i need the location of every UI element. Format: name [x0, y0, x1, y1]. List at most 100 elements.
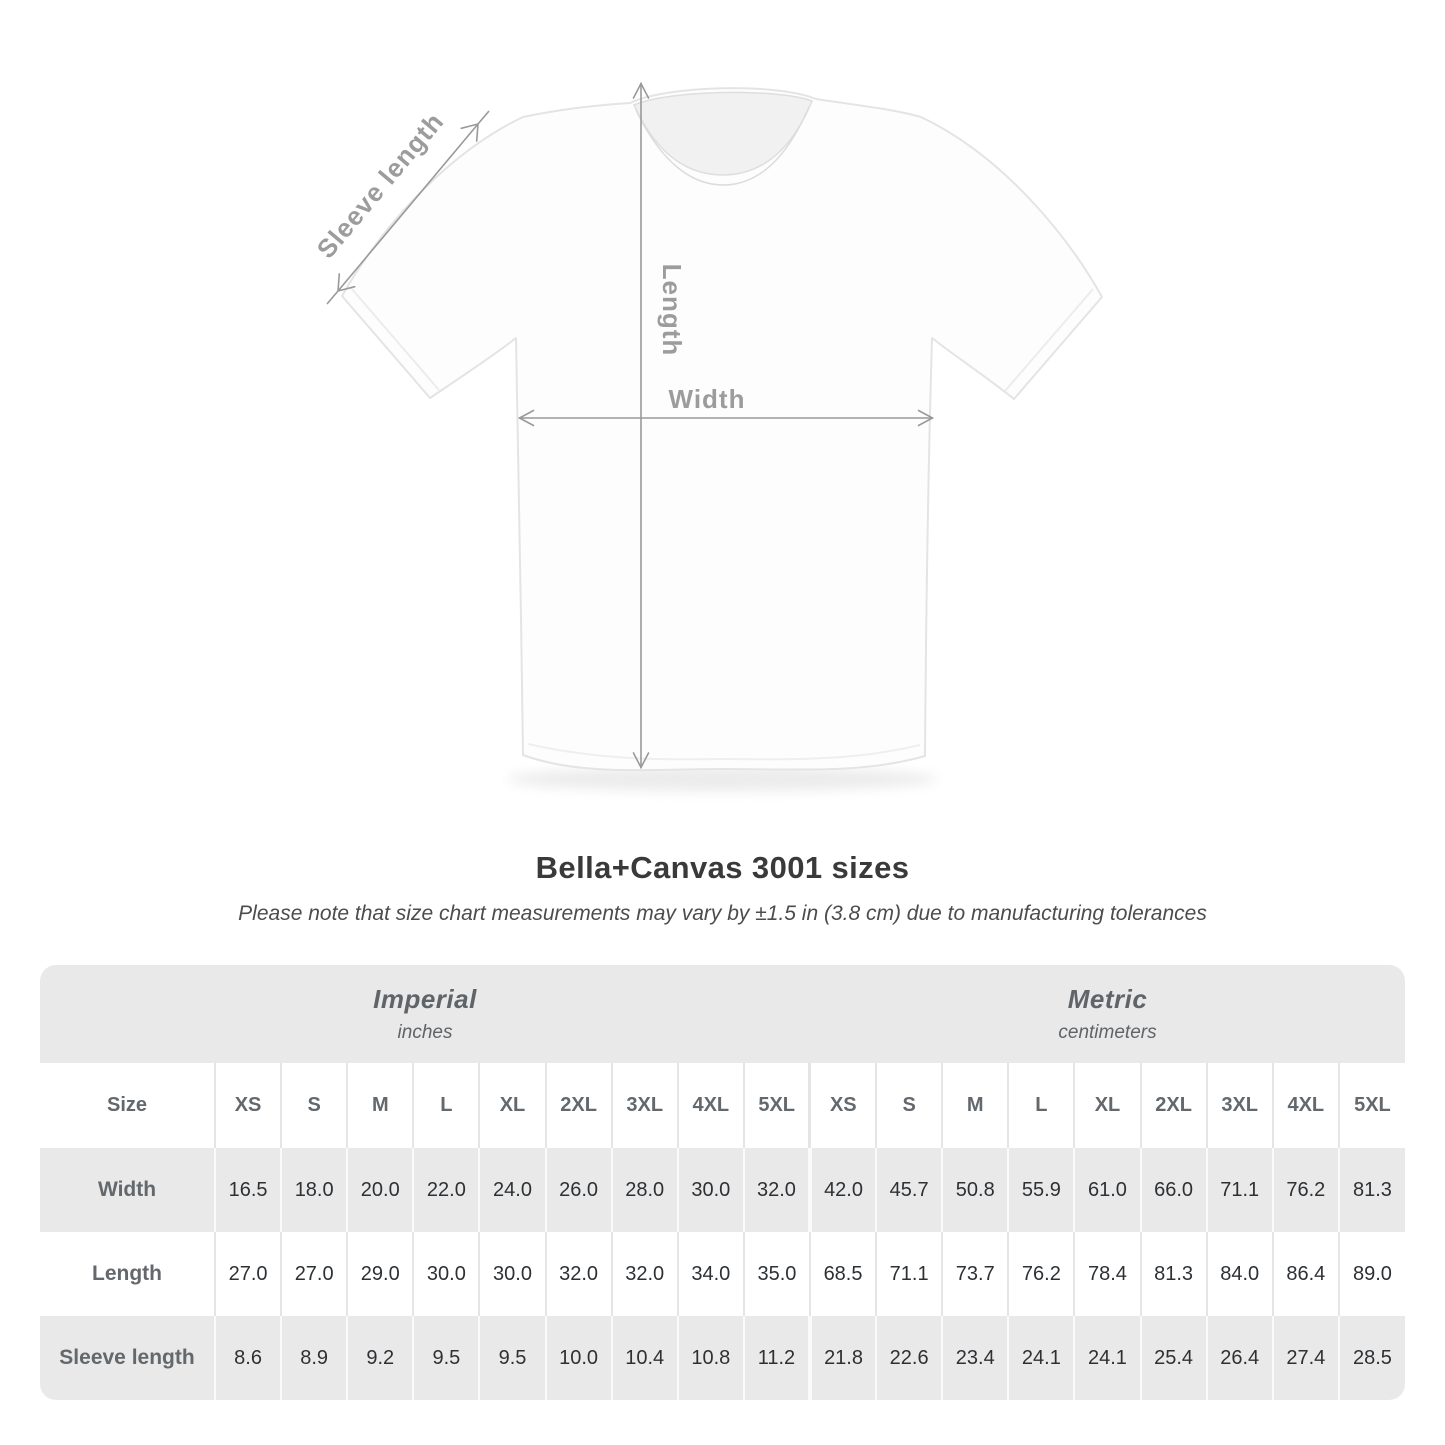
size-chart-table: Imperial inches Metric centimeters Size … [40, 965, 1405, 1400]
size-header-imperial-4xl: 4XL [676, 1063, 744, 1148]
size-header-imperial-l: L [412, 1063, 480, 1148]
value-cell: 71.1 [1205, 1148, 1273, 1232]
value-cell: 9.5 [478, 1316, 546, 1400]
value-cell: 29.0 [346, 1232, 414, 1316]
value-cell: 24.1 [1073, 1316, 1141, 1400]
measurements-body: Width 16.5 18.0 20.0 22.0 24.0 26.0 28.0 30.0 32.… [40, 1148, 1405, 1400]
value-cell: 11.2 [742, 1316, 810, 1400]
value-cell: 55.9 [1007, 1148, 1075, 1232]
metric-heading: Metric [1067, 984, 1148, 1014]
row-label: Width [97, 1178, 157, 1201]
sleeve-arrow-extension-top [477, 110, 490, 125]
value-cell: 34.0 [676, 1232, 744, 1316]
unit-group-metric: Metric centimeters [809, 965, 1405, 1063]
value-cell: 10.8 [676, 1316, 744, 1400]
value-cell: 24.1 [1007, 1316, 1075, 1400]
value-cell: 20.0 [346, 1148, 414, 1232]
value-cell: 35.0 [742, 1232, 810, 1316]
value-cell: 81.3 [1337, 1148, 1405, 1232]
value-cell: 21.8 [807, 1316, 877, 1400]
page-title: Bella+Canvas 3001 sizes [535, 850, 910, 885]
value-cell: 45.7 [875, 1148, 943, 1232]
size-header-metric-2xl: 2XL [1139, 1063, 1207, 1148]
value-cell: 22.0 [412, 1148, 480, 1232]
imperial-heading: Imperial [373, 984, 477, 1014]
row-label: Length [92, 1262, 162, 1285]
value-cell: 84.0 [1205, 1232, 1273, 1316]
value-cell: 32.0 [742, 1148, 810, 1232]
length-arrowhead-top [632, 81, 650, 99]
value-cell: 9.2 [346, 1316, 414, 1400]
imperial-unit: inches [397, 1022, 453, 1043]
value-cell: 32.0 [610, 1232, 678, 1316]
value-cell: 22.6 [875, 1316, 943, 1400]
size-header-metric-xs: XS [808, 1063, 877, 1148]
size-header-imperial-xl: XL [478, 1063, 546, 1148]
size-header-metric-xl: XL [1073, 1063, 1141, 1148]
value-cell: 26.0 [544, 1148, 612, 1232]
collar-band-seam [635, 106, 810, 186]
value-cell: 30.0 [478, 1232, 546, 1316]
value-cell: 10.0 [544, 1316, 612, 1400]
right-cuff-seam [1004, 288, 1094, 392]
value-cell: 27.0 [213, 1232, 282, 1316]
value-cell: 76.2 [1007, 1232, 1075, 1316]
metric-unit: centimeters [1058, 1022, 1157, 1043]
shirt-shadow [507, 767, 937, 791]
value-cell: 30.0 [412, 1232, 480, 1316]
width-arrowhead-right [917, 409, 935, 427]
value-cell: 50.8 [941, 1148, 1009, 1232]
value-cell: 27.4 [1271, 1316, 1339, 1400]
sleeve-length-arrow [337, 123, 479, 292]
size-header-imperial-2xl: 2XL [544, 1063, 612, 1148]
value-cell: 73.7 [941, 1232, 1009, 1316]
width-arrowhead-left [517, 409, 535, 427]
size-header-metric-4xl: 4XL [1271, 1063, 1339, 1148]
dimension-arrows [326, 81, 935, 770]
value-cell: 78.4 [1073, 1232, 1141, 1316]
measurement-row-length: Length 27.0 27.0 29.0 30.0 30.0 32.0 32.0 34.0 35… [40, 1232, 1405, 1316]
width-label: Width [669, 384, 746, 414]
size-header-imperial-5xl: 5XL [742, 1063, 810, 1148]
value-cell: 16.5 [213, 1148, 282, 1232]
size-header-metric-5xl: 5XL [1337, 1063, 1405, 1148]
size-header-row: Size XS S M L XL 2XL 3XL 4XL 5XL XS S M L XL 2XL 3XL 4XL… [40, 1063, 1405, 1148]
size-header-metric-l: L [1007, 1063, 1075, 1148]
value-cell: 71.1 [875, 1232, 943, 1316]
value-cell: 66.0 [1139, 1148, 1207, 1232]
bottom-hem-seam [527, 743, 921, 761]
length-arrowhead-bottom [632, 752, 650, 770]
value-cell: 25.4 [1139, 1316, 1207, 1400]
size-header-metric-3xl: 3XL [1205, 1063, 1273, 1148]
size-header-imperial-3xl: 3XL [610, 1063, 678, 1148]
value-cell: 8.6 [213, 1316, 282, 1400]
value-cell: 81.3 [1139, 1232, 1207, 1316]
length-label: Length [657, 264, 687, 357]
size-header-metric-m: M [941, 1063, 1009, 1148]
value-cell: 42.0 [807, 1148, 877, 1232]
tshirt-measurement-diagram: Sleeve length Length Width [311, 81, 1103, 791]
tshirt-diagram-svg: Sleeve length Length Width [311, 81, 1103, 791]
size-column-heading: Size [106, 1094, 148, 1116]
value-cell: 68.5 [808, 1232, 877, 1316]
row-label: Sleeve length [59, 1346, 195, 1369]
size-header-metric-s: S [875, 1063, 943, 1148]
value-cell: 23.4 [941, 1316, 1009, 1400]
unit-band-row: Imperial inches Metric centimeters [40, 965, 1405, 1063]
value-cell: 8.9 [280, 1316, 348, 1400]
value-cell: 27.0 [280, 1232, 348, 1316]
size-header-imperial-m: M [346, 1063, 414, 1148]
tolerance-note: Please note that size chart measurements… [238, 902, 1207, 925]
value-cell: 9.5 [412, 1316, 480, 1400]
measurement-row-sleeve-length: Sleeve length 8.6 8.9 9.2 9.5 9.5 10.0 10.4 10.8… [40, 1316, 1405, 1400]
value-cell: 10.4 [610, 1316, 678, 1400]
neck-opening [633, 91, 813, 176]
measurement-row-width: Width 16.5 18.0 20.0 22.0 24.0 26.0 28.0 30.0 32.… [40, 1148, 1405, 1232]
tshirt-outline [341, 87, 1103, 772]
value-cell: 26.4 [1205, 1316, 1273, 1400]
value-cell: 28.0 [610, 1148, 678, 1232]
value-cell: 89.0 [1337, 1232, 1405, 1316]
sleeve-arrow-extension-bottom [326, 290, 339, 305]
value-cell: 18.0 [280, 1148, 348, 1232]
